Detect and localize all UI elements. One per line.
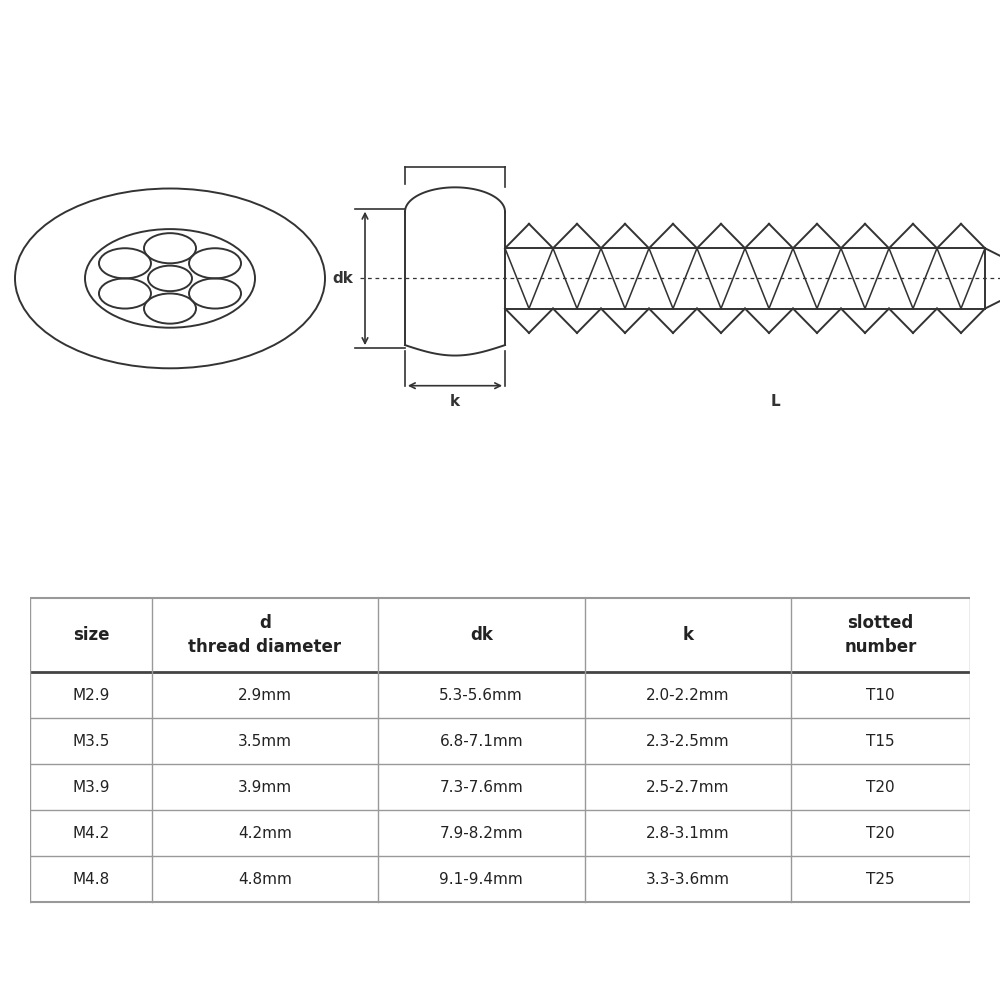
- Text: 9.1-9.4mm: 9.1-9.4mm: [439, 872, 523, 887]
- Text: 2.9mm: 2.9mm: [238, 688, 292, 702]
- Text: dk: dk: [332, 271, 353, 286]
- Text: M2.9: M2.9: [72, 688, 110, 702]
- Text: L: L: [770, 394, 780, 409]
- Text: size: size: [73, 626, 109, 644]
- Text: 4.8mm: 4.8mm: [238, 872, 292, 887]
- Text: 4.2mm: 4.2mm: [238, 826, 292, 840]
- Text: T10: T10: [866, 688, 895, 702]
- Text: T25: T25: [866, 872, 895, 887]
- Text: M4.2: M4.2: [72, 826, 110, 840]
- Text: 2.5-2.7mm: 2.5-2.7mm: [646, 780, 730, 794]
- Text: 2.0-2.2mm: 2.0-2.2mm: [646, 688, 730, 702]
- Text: dk: dk: [470, 626, 493, 644]
- Text: T15: T15: [866, 734, 895, 748]
- Text: d
thread diameter: d thread diameter: [188, 614, 342, 656]
- Text: 3.3-3.6mm: 3.3-3.6mm: [646, 872, 730, 887]
- Text: T20: T20: [866, 826, 895, 840]
- Text: slotted
number: slotted number: [845, 614, 917, 656]
- Text: 6.8-7.1mm: 6.8-7.1mm: [439, 734, 523, 748]
- Text: k: k: [682, 626, 694, 644]
- Text: T20: T20: [866, 780, 895, 794]
- Text: 7.3-7.6mm: 7.3-7.6mm: [439, 780, 523, 794]
- Text: 3.9mm: 3.9mm: [238, 780, 292, 794]
- Text: M4.8: M4.8: [72, 872, 110, 887]
- Text: k: k: [450, 394, 460, 409]
- Text: M3.9: M3.9: [72, 780, 110, 794]
- Text: 2.8-3.1mm: 2.8-3.1mm: [646, 826, 730, 840]
- Text: 7.9-8.2mm: 7.9-8.2mm: [439, 826, 523, 840]
- Text: M3.5: M3.5: [72, 734, 110, 748]
- Text: 2.3-2.5mm: 2.3-2.5mm: [646, 734, 730, 748]
- Text: 3.5mm: 3.5mm: [238, 734, 292, 748]
- Text: 5.3-5.6mm: 5.3-5.6mm: [439, 688, 523, 702]
